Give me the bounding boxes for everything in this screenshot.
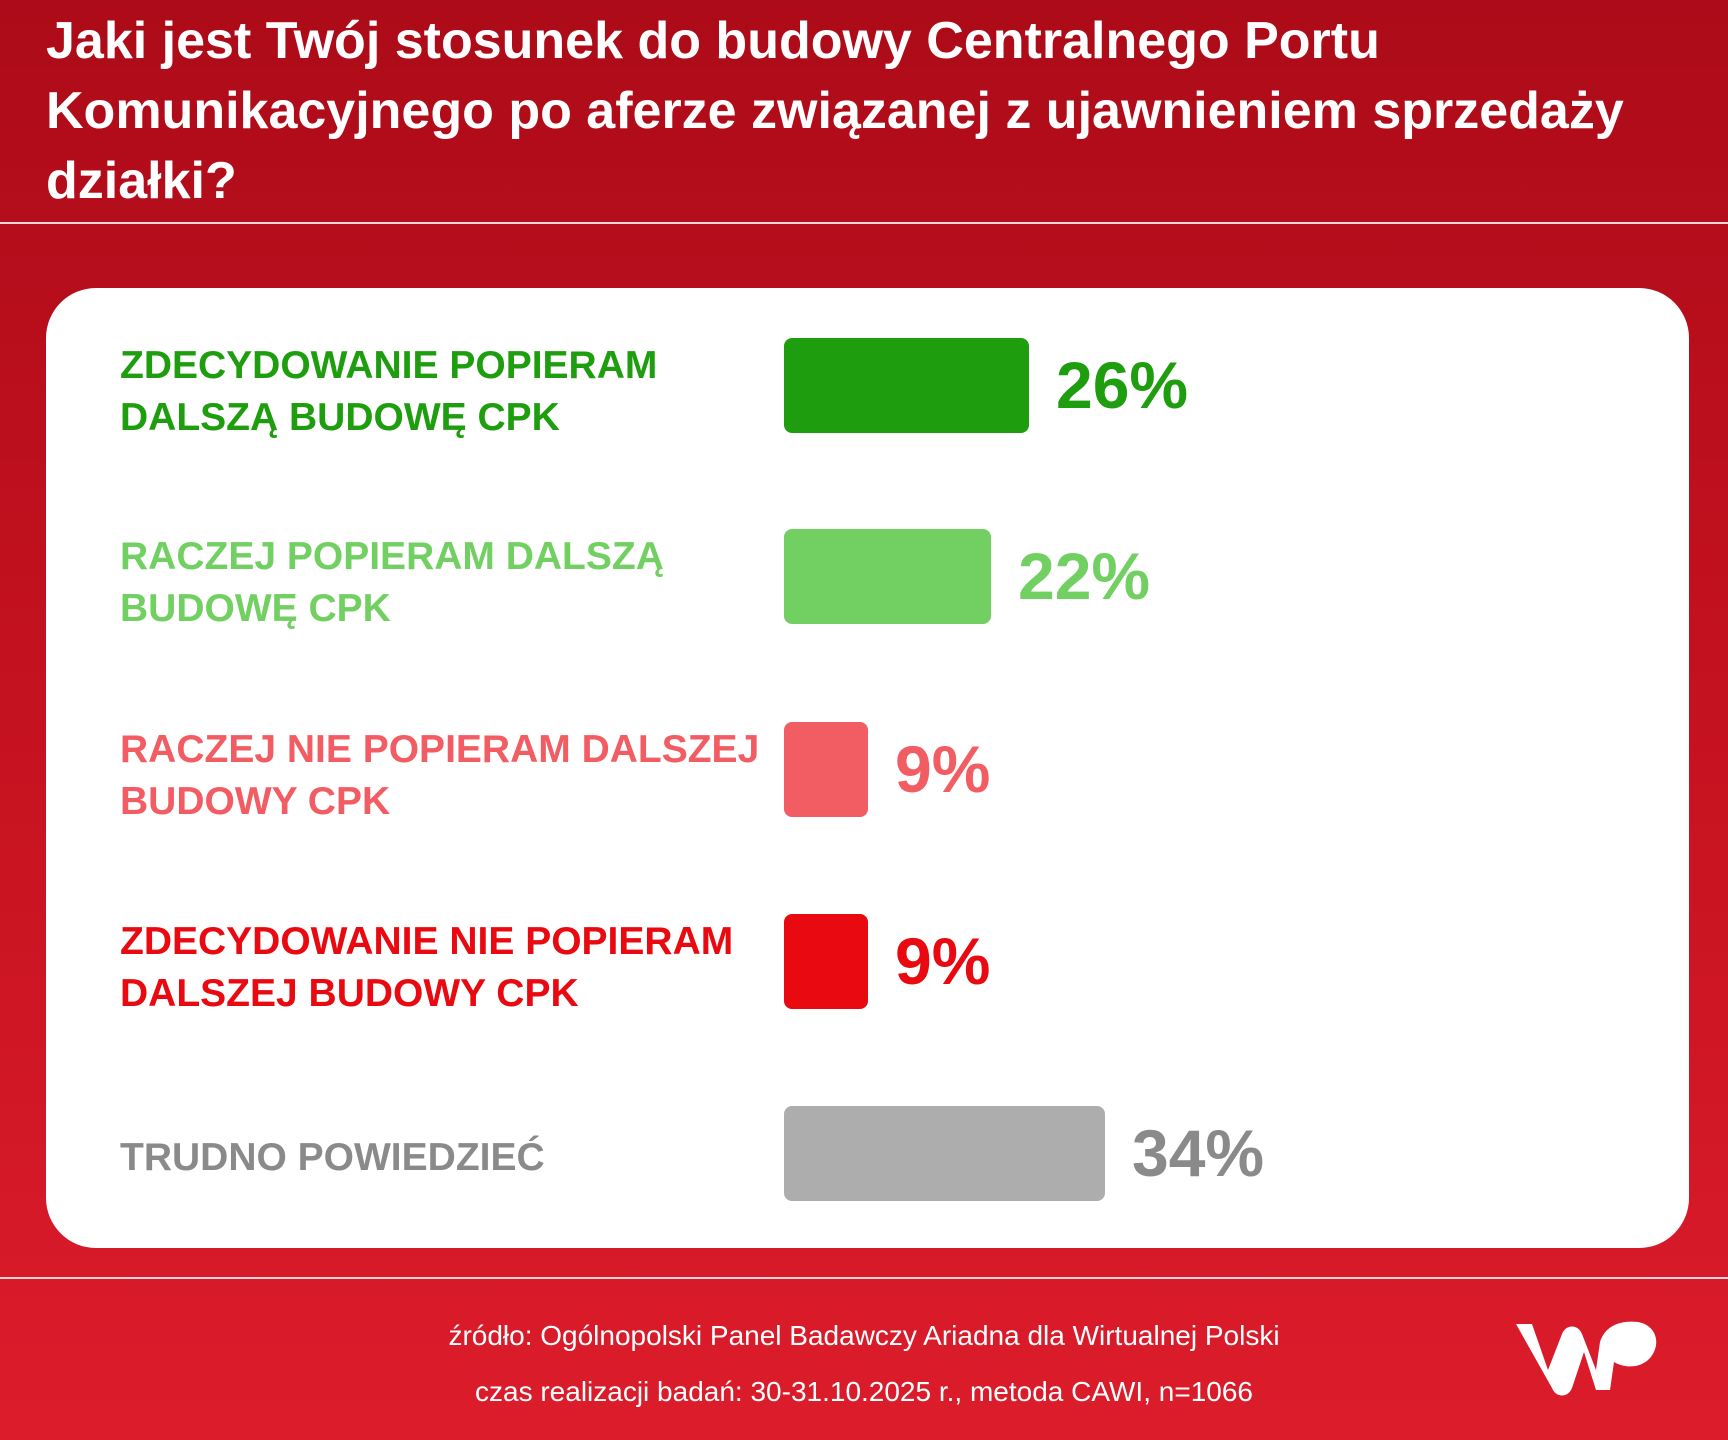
value-label: 26% — [1056, 348, 1189, 422]
footer-divider — [0, 1277, 1728, 1279]
bar — [784, 722, 868, 817]
value-label: 22% — [1018, 539, 1151, 613]
method-note: czas realizacji badań: 30-31.10.2025 r.,… — [475, 1376, 1253, 1407]
wp-logo-shape — [1516, 1321, 1657, 1396]
category-label: ZDECYDOWANIE POPIERAM DALSZĄ BUDOWĘ CPK — [120, 344, 658, 439]
category-label: ZDECYDOWANIE NIE POPIERAM DALSZEJ BUDOWY… — [120, 920, 734, 1015]
bar — [784, 914, 868, 1009]
value-label: 9% — [895, 924, 991, 998]
header-divider — [0, 222, 1728, 224]
category-label: RACZEJ NIE POPIERAM DALSZEJ BUDOWY CPK — [120, 728, 760, 823]
bar — [784, 338, 1029, 433]
value-label: 34% — [1132, 1116, 1265, 1190]
category-label: RACZEJ POPIERAM DALSZĄ BUDOWĘ CPK — [120, 535, 664, 630]
wp-logo-icon — [1516, 1321, 1657, 1396]
source-note: źródło: Ogólnopolski Panel Badawczy Aria… — [448, 1320, 1280, 1351]
chart-title: Jaki jest Twój stosunek do budowy Centra… — [46, 12, 1624, 210]
value-label: 9% — [895, 732, 991, 806]
bar — [784, 1106, 1105, 1201]
bar — [784, 529, 991, 624]
chart-card: ZDECYDOWANIE POPIERAM DALSZĄ BUDOWĘ CPK 2… — [46, 288, 1689, 1248]
category-label: TRUDNO POWIEDZIEĆ — [120, 1136, 545, 1179]
